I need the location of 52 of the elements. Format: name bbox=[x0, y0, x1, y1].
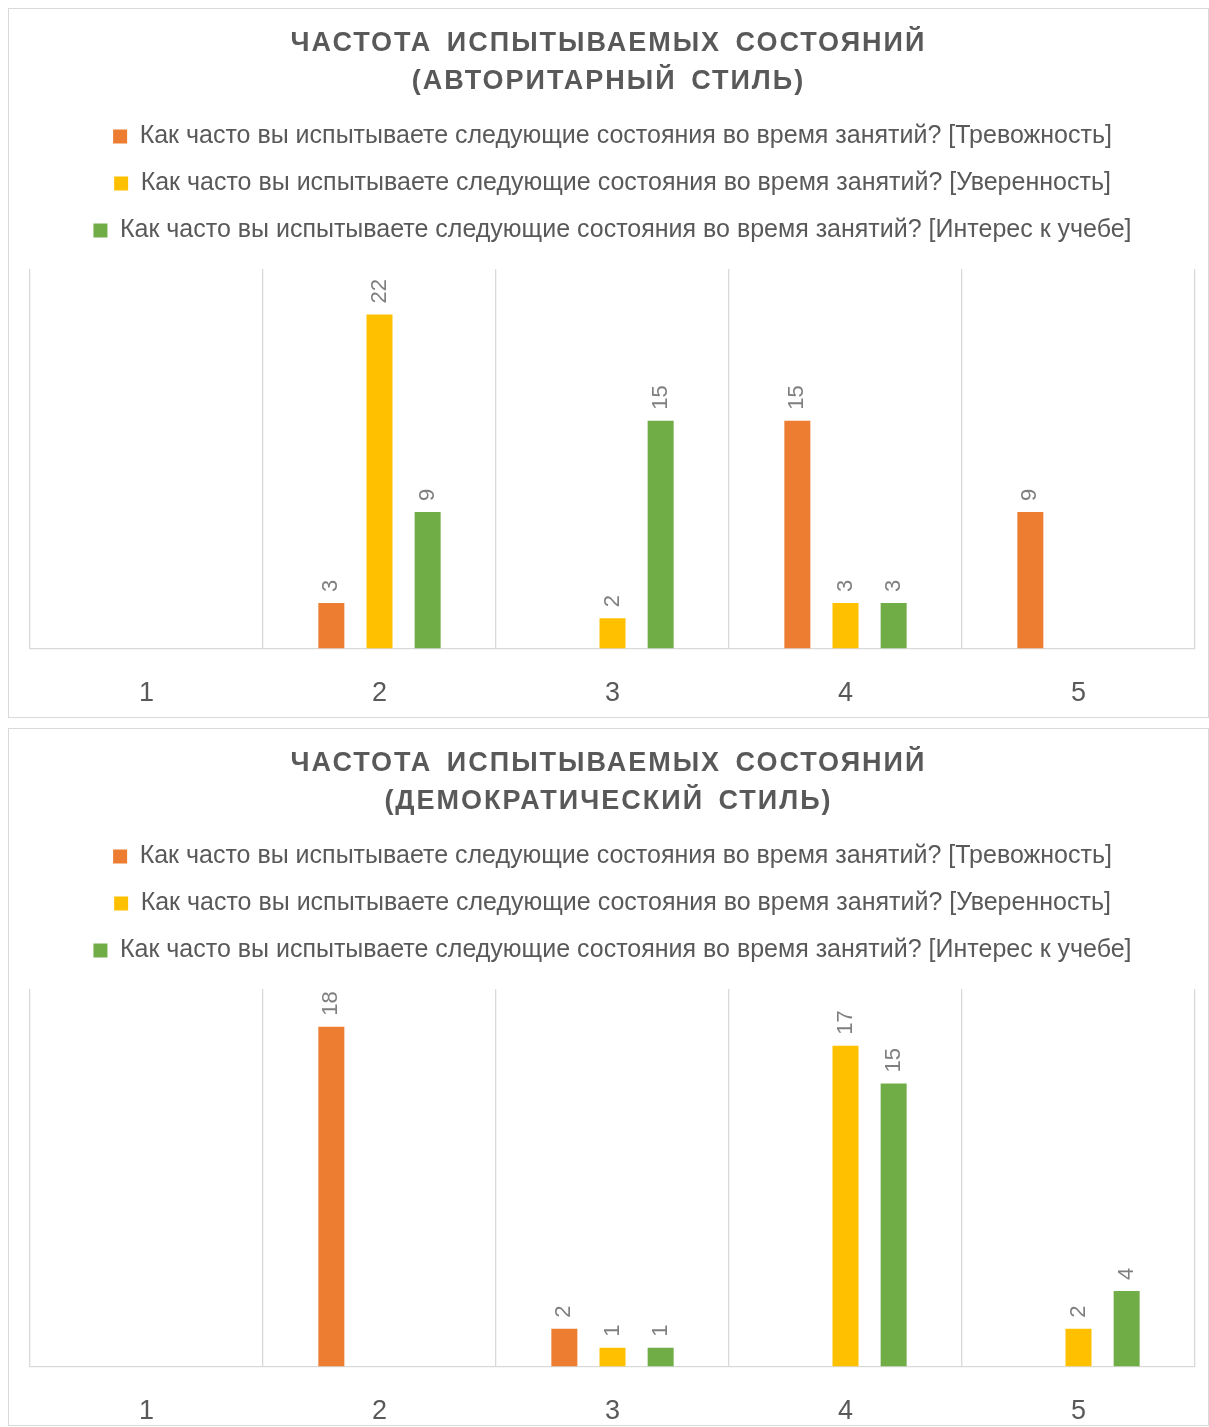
data-label: 3 bbox=[831, 579, 857, 593]
legend-label: Как часто вы испытываете следующие состояния во время занятий? [Интерес к учебе] bbox=[119, 214, 1132, 243]
data-label: 2 bbox=[1064, 1305, 1090, 1318]
bar bbox=[318, 1026, 345, 1367]
legend-label: Как часто вы испытываете следующие состояния во время занятий? [Тревожность] bbox=[139, 840, 1112, 869]
data-label: 2 bbox=[598, 594, 624, 608]
bar bbox=[318, 603, 345, 649]
x-tick-label: 1 bbox=[138, 677, 155, 708]
data-label: 17 bbox=[831, 1010, 857, 1035]
chart-title: ЧАСТОТА ИСПЫТЫВАЕМЫХ СОСТОЯНИЙ (АВТОРИТАРНЫЙ СТИЛЬ) bbox=[289, 25, 928, 97]
bar bbox=[832, 1045, 859, 1367]
x-tick-label: 5 bbox=[1070, 677, 1087, 708]
bar bbox=[832, 603, 859, 649]
data-label: 18 bbox=[317, 991, 343, 1016]
bar bbox=[414, 511, 441, 649]
data-label: 1 bbox=[598, 1324, 624, 1337]
legend-label: Как часто вы испытываете следующие состояния во время занятий? [Уверенность] bbox=[140, 887, 1111, 916]
bar bbox=[880, 603, 907, 649]
bar bbox=[366, 314, 393, 649]
x-tick-label: 4 bbox=[837, 677, 854, 708]
x-tick-label: 2 bbox=[371, 677, 388, 708]
bar bbox=[551, 1328, 578, 1367]
bar bbox=[784, 420, 811, 649]
data-label: 4 bbox=[1112, 1267, 1138, 1281]
x-tick-label: 1 bbox=[138, 1395, 155, 1426]
data-label: 22 bbox=[365, 279, 391, 304]
bar bbox=[1113, 1291, 1140, 1367]
legend-label: Как часто вы испытываете следующие состояния во время занятий? [Интерес к учебе] bbox=[119, 934, 1132, 963]
data-label: 9 bbox=[413, 488, 439, 501]
x-tick-label: 3 bbox=[604, 677, 621, 708]
data-label: 15 bbox=[783, 385, 809, 410]
legend-label: Как часто вы испытываете следующие состояния во время занятий? [Тревожность] bbox=[139, 120, 1112, 149]
x-tick-label: 3 bbox=[604, 1395, 621, 1426]
data-label: 1 bbox=[646, 1324, 672, 1337]
data-label: 3 bbox=[317, 579, 343, 593]
bar bbox=[647, 420, 674, 649]
bar bbox=[1017, 511, 1044, 649]
legend-label: Как часто вы испытываете следующие состояния во время занятий? [Уверенность] bbox=[140, 167, 1111, 196]
data-label: 3 bbox=[879, 579, 905, 593]
bar bbox=[880, 1083, 907, 1367]
bar bbox=[1065, 1328, 1092, 1367]
bar bbox=[647, 1347, 674, 1367]
x-tick-label: 5 bbox=[1070, 1395, 1087, 1426]
x-tick-label: 2 bbox=[371, 1395, 388, 1426]
data-label: 15 bbox=[879, 1047, 905, 1073]
chart-title: ЧАСТОТА ИСПЫТЫВАЕМЫХ СОСТОЯНИЙ (ДЕМОКРАТИЧЕСКИЙ СТИЛЬ) bbox=[289, 745, 928, 817]
data-label: 9 bbox=[1016, 488, 1042, 501]
bar bbox=[599, 1347, 626, 1367]
x-tick-label: 4 bbox=[837, 1395, 854, 1426]
data-label: 2 bbox=[550, 1305, 576, 1318]
bar bbox=[599, 618, 626, 649]
data-label: 15 bbox=[646, 385, 672, 410]
